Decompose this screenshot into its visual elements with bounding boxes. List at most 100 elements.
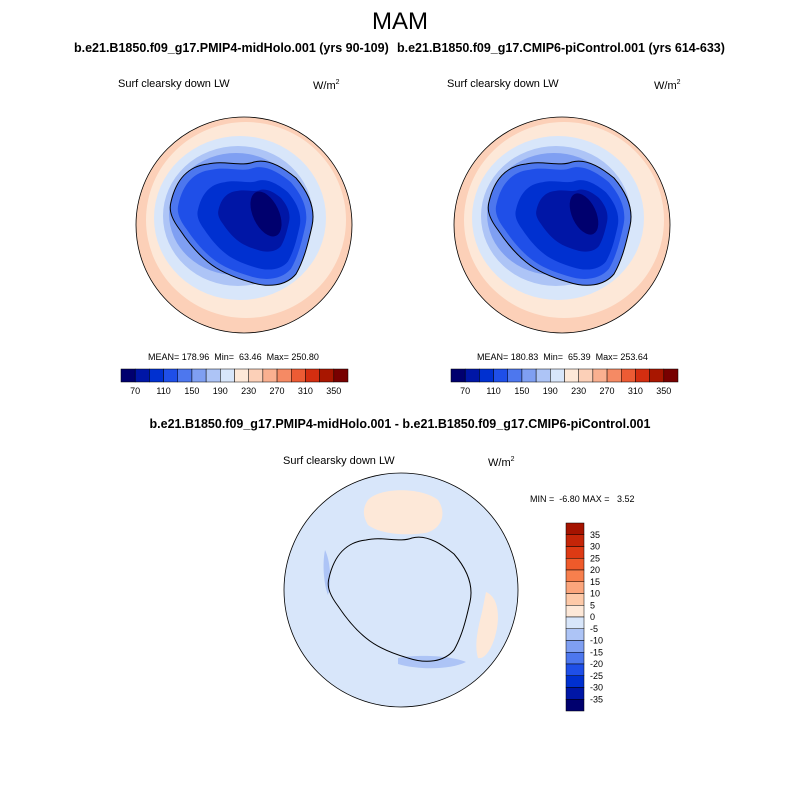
colorbar-tick-label: 110 [156,386,170,396]
colorbar-swatch [120,368,136,383]
colorbar-tick-label: 350 [656,386,671,396]
right-run-title: b.e21.B1850.f09_g17.CMIP6-piControl.001 … [397,41,725,55]
colorbar-tick-label: 190 [213,386,228,396]
left-run-title: b.e21.B1850.f09_g17.PMIP4-midHolo.001 (y… [74,41,389,55]
colorbar-tick-label: 270 [600,386,615,396]
left-map [136,117,352,333]
diff-map-border [283,472,519,708]
colorbar-swatch [565,593,585,606]
colorbar-tick-label: 310 [628,386,643,396]
colorbar-tick-label: 30 [590,542,600,552]
diff-variable-label: Surf clearsky down LW [283,455,395,467]
colorbar-swatch [450,368,466,383]
colorbar-swatch [565,675,585,688]
colorbar-swatch [248,368,264,383]
colorbar-swatch [565,558,585,571]
diff-negative-region-south [398,655,466,669]
colorbar-swatch [565,663,585,676]
colorbar-swatch [276,368,292,383]
colorbar-swatch [565,581,585,594]
colorbar-tick-label: -15 [590,647,603,657]
colorbar-tick-label: 230 [241,386,256,396]
colorbar-tick-label: 0 [590,612,595,622]
colorbar-swatch [565,522,585,535]
colorbar-tick-label: 10 [590,589,600,599]
colorbar-tick-label: -10 [590,636,603,646]
season-title: MAM [372,8,428,35]
colorbar-tick-label: 70 [460,386,470,396]
colorbar-tick-label: 230 [571,386,586,396]
difference-title: b.e21.B1850.f09_g17.PMIP4-midHolo.001 - … [149,417,651,431]
colorbar-tick-label: -35 [590,694,603,704]
colorbar-swatch [220,368,235,383]
colorbar-tick-label: 150 [514,386,529,396]
left-map-border [135,116,353,334]
colorbar-swatch [205,368,221,383]
right-units-label: W/m2 [654,79,681,92]
colorbar-swatch [550,368,565,383]
diff-positive-region-east [476,592,498,659]
right-stats: MEAN= 180.83 Min= 65.39 Max= 253.64 [477,352,648,362]
colorbar-tick-label: 190 [543,386,558,396]
diff-units-label: W/m2 [488,456,515,469]
colorbar-swatch [163,368,178,383]
left-variable-label: Surf clearsky down LW [118,78,230,90]
colorbar-tick-label: 70 [130,386,140,396]
colorbar-swatch [649,368,665,383]
colorbar-swatch [663,368,679,383]
right-map-border [453,116,671,334]
colorbar-swatch [291,368,306,383]
diff-map-background [284,473,518,707]
colorbar-swatch [621,368,636,383]
difference-map [284,473,518,707]
colorbar-swatch [521,368,537,383]
diff-positive-region-north [363,490,443,535]
colorbar-tick-label: 110 [486,386,500,396]
colorbar-swatch [177,368,193,383]
colorbar-swatch [333,368,349,383]
colorbar-tick-label: 5 [590,600,595,610]
diff-stats: MIN = -6.80 MAX = 3.52 [530,494,635,504]
colorbar-tick-label: 350 [326,386,341,396]
colorbar-swatch [234,368,249,383]
colorbar-swatch [565,605,585,618]
colorbar-tick-label: 150 [184,386,199,396]
colorbar-tick-label: -25 [590,671,603,681]
colorbar-tick-label: -20 [590,659,603,669]
right-map [454,117,670,333]
colorbar-tick-label: -30 [590,683,603,693]
colorbar-swatch [565,534,585,547]
colorbar-swatch [493,368,508,383]
colorbar-swatch [319,368,335,383]
colorbar-tick-label: 270 [270,386,285,396]
colorbar-tick-label: 25 [590,553,600,563]
colorbar-swatch [149,368,164,383]
colorbar-swatch [578,368,594,383]
colorbar-tick-label: -5 [590,624,598,634]
colorbar-swatch [565,546,585,559]
colorbar-swatch [134,368,150,383]
left-stats: MEAN= 178.96 Min= 63.46 Max= 250.80 [148,352,319,362]
colorbar-swatch [564,368,579,383]
colorbar-swatch [565,652,585,665]
colorbar-swatch [262,368,278,383]
colorbar-swatch [479,368,494,383]
colorbar-swatch [305,368,320,383]
colorbar-swatch [464,368,480,383]
right-colorbar: 70 110 150 190 230 270 310 350 [450,368,679,396]
colorbar-swatch [565,569,585,582]
colorbar-tick-label: 310 [298,386,313,396]
colorbar-tick-label: 20 [590,565,600,575]
colorbar-swatch [606,368,622,383]
right-variable-label: Surf clearsky down LW [447,78,559,90]
colorbar-swatch [565,699,585,712]
colorbar-swatch [565,628,585,641]
colorbar-swatch [565,616,585,629]
colorbar-tick-label: 35 [590,530,600,540]
colorbar-swatch [535,368,551,383]
colorbar-swatch [191,368,207,383]
colorbar-tick-label: 15 [590,577,600,587]
colorbar-swatch [565,687,585,700]
